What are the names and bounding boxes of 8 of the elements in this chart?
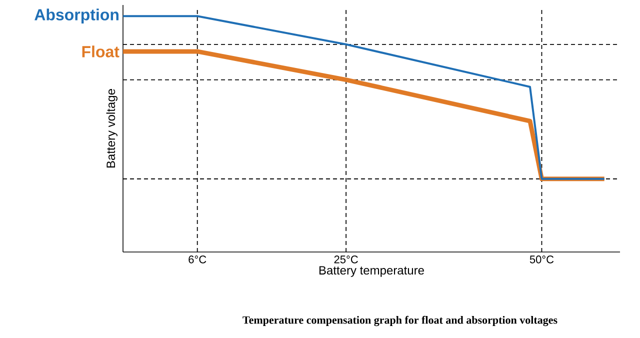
x-tick-label: 6°C: [188, 256, 206, 264]
series-label: Absorption: [34, 8, 118, 24]
y-axis-title: Battery voltage: [106, 89, 118, 168]
x-tick-label: 50°C: [530, 256, 554, 264]
x-tick-label: 25°C: [334, 256, 358, 264]
x-axis-title: Battery temperature: [319, 266, 424, 277]
series-label: Float: [82, 46, 120, 58]
text: Temperature compensation graph for float and absorption voltages: [242, 316, 558, 326]
